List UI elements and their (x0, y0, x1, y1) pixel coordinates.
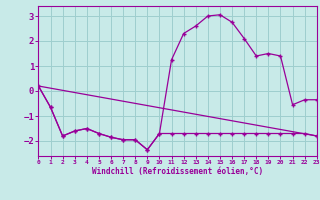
X-axis label: Windchill (Refroidissement éolien,°C): Windchill (Refroidissement éolien,°C) (92, 167, 263, 176)
